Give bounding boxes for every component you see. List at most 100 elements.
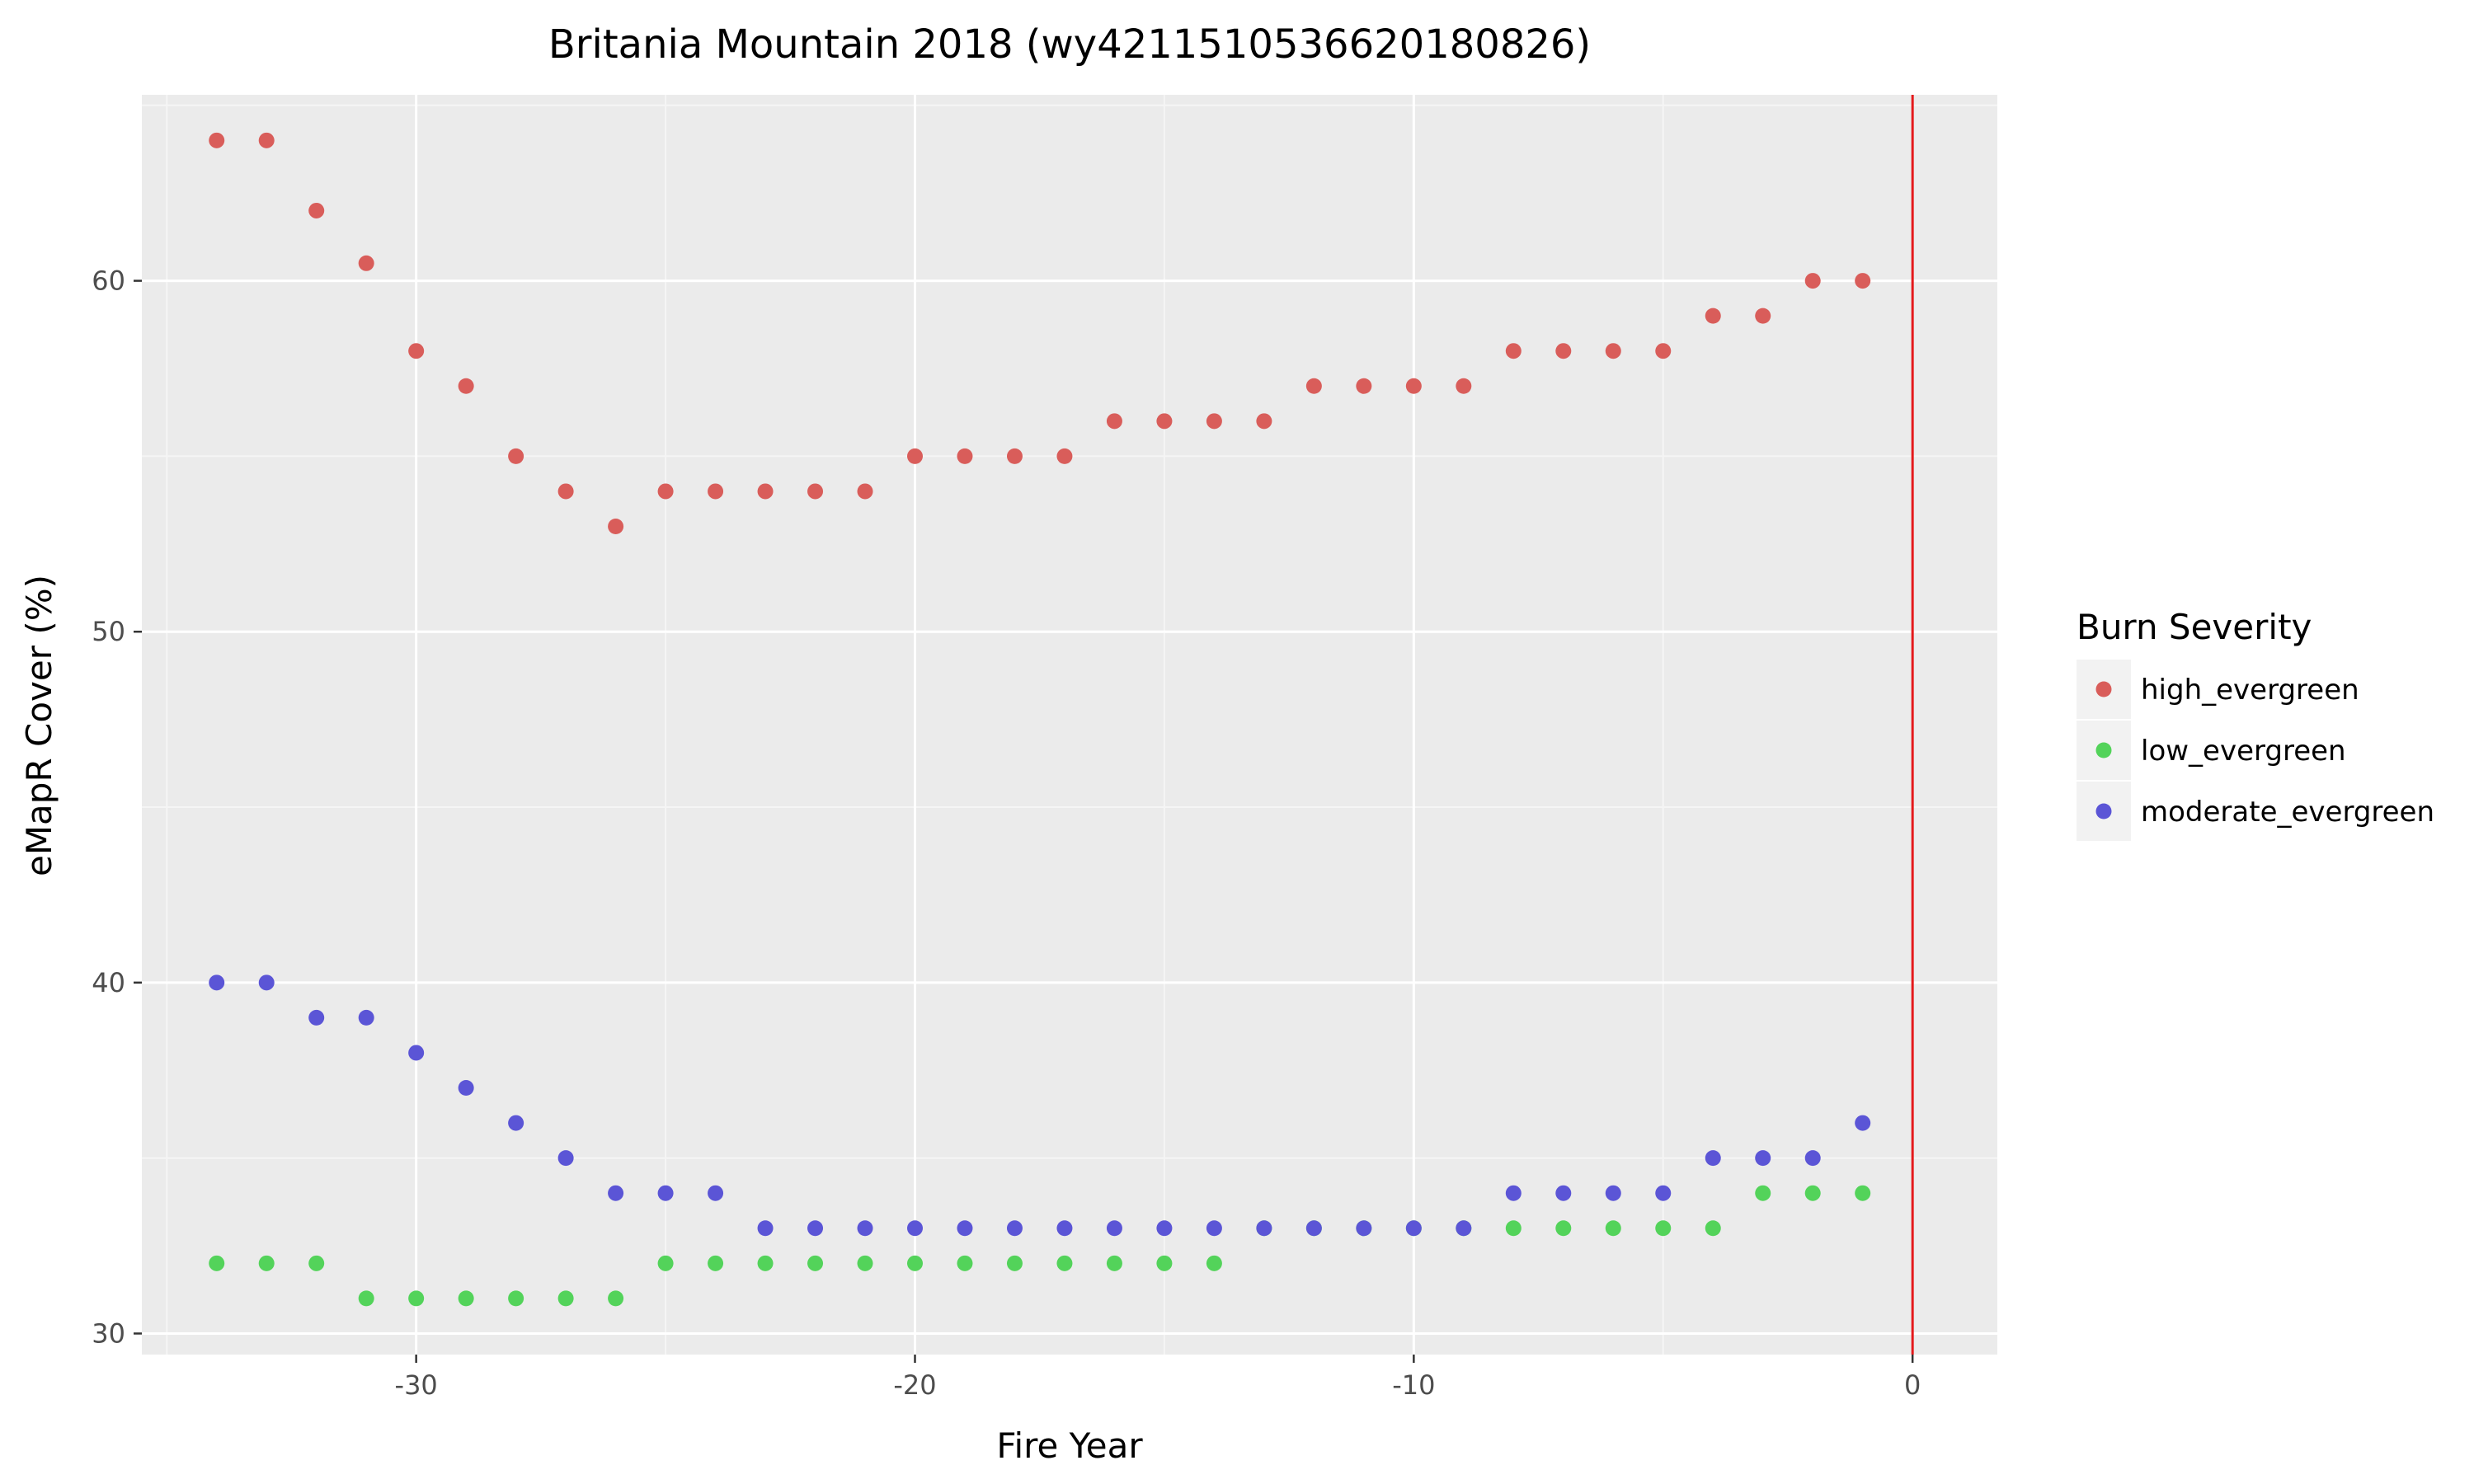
data-point <box>957 1220 973 1237</box>
data-point <box>1755 1185 1771 1201</box>
data-point <box>358 1290 374 1307</box>
data-point <box>508 1115 524 1131</box>
data-point <box>1356 1220 1372 1237</box>
data-point <box>1555 1220 1572 1237</box>
data-point <box>1206 1220 1222 1237</box>
legend-key-marker <box>2095 803 2112 819</box>
legend-item-moderate_evergreen: moderate_evergreen <box>2077 782 2434 841</box>
data-point <box>857 483 873 500</box>
data-point <box>1505 343 1522 359</box>
y-axis-title: eMapR Cover (%) <box>19 575 59 876</box>
data-point <box>358 255 374 271</box>
data-point <box>1006 448 1023 464</box>
x-tick-label: 0 <box>1904 1369 1921 1401</box>
data-point <box>857 1220 873 1237</box>
data-point <box>458 1080 474 1097</box>
chart-title: Britania Mountain 2018 (wy42115105366201… <box>548 21 1591 68</box>
y-axis: 30 40 50 60 <box>92 265 142 1349</box>
data-point <box>1006 1220 1023 1237</box>
x-axis: -30 -20 -10 0 <box>395 1355 1921 1401</box>
data-point <box>1106 1255 1122 1271</box>
data-point <box>258 974 275 991</box>
data-point <box>1755 1150 1771 1167</box>
data-point <box>1755 308 1771 324</box>
data-point <box>657 483 674 500</box>
data-point <box>907 1220 923 1237</box>
data-point <box>1305 378 1322 394</box>
data-point <box>258 132 275 148</box>
data-point <box>907 1255 923 1271</box>
data-point <box>1705 1150 1721 1167</box>
legend-key-marker <box>2095 742 2112 758</box>
data-point <box>209 1255 225 1271</box>
data-point <box>807 483 824 500</box>
data-point <box>1405 378 1422 394</box>
data-point <box>557 1290 574 1307</box>
data-point <box>1855 273 1871 289</box>
y-tick-label: 50 <box>92 616 125 647</box>
data-point <box>458 378 474 394</box>
data-point <box>807 1255 824 1271</box>
x-tick-label: -10 <box>1392 1369 1435 1401</box>
data-point <box>408 1045 425 1061</box>
data-point <box>408 343 425 359</box>
data-point <box>1106 413 1122 430</box>
data-point <box>1106 1220 1122 1237</box>
legend-label: low_evergreen <box>2141 735 2346 768</box>
data-point <box>1156 1220 1173 1237</box>
data-point <box>209 974 225 991</box>
data-point <box>608 519 624 535</box>
data-points <box>209 132 1871 1307</box>
series-low_evergreen <box>209 1185 1871 1307</box>
data-point <box>1456 378 1472 394</box>
data-point <box>1056 448 1073 464</box>
data-point <box>957 1255 973 1271</box>
data-point <box>708 1185 724 1201</box>
data-point <box>708 483 724 500</box>
legend-item-high_evergreen: high_evergreen <box>2077 660 2359 719</box>
data-point <box>1555 343 1572 359</box>
legend-label: high_evergreen <box>2141 674 2359 707</box>
data-point <box>1056 1255 1073 1271</box>
data-point <box>1356 378 1372 394</box>
data-point <box>1305 1220 1322 1237</box>
data-point <box>358 1009 374 1026</box>
data-point <box>1605 1220 1621 1237</box>
data-point <box>308 202 325 218</box>
legend-title: Burn Severity <box>2077 607 2312 647</box>
data-point <box>1505 1220 1522 1237</box>
data-point <box>907 448 923 464</box>
data-point <box>458 1290 474 1307</box>
y-tick-label: 30 <box>92 1317 125 1349</box>
data-point <box>557 1150 574 1167</box>
data-point <box>608 1185 624 1201</box>
legend: Burn Severity high_evergreen low_evergree… <box>2077 607 2434 841</box>
data-point <box>1655 343 1672 359</box>
plot-panel <box>142 95 1997 1355</box>
data-point <box>708 1255 724 1271</box>
data-point <box>1006 1255 1023 1271</box>
data-point <box>1655 1185 1672 1201</box>
data-point <box>1156 413 1173 430</box>
data-point <box>1456 1220 1472 1237</box>
data-point <box>1855 1185 1871 1201</box>
data-point <box>1605 343 1621 359</box>
data-point <box>807 1220 824 1237</box>
data-point <box>657 1185 674 1201</box>
data-point <box>1655 1220 1672 1237</box>
legend-items: high_evergreen low_evergreen moderate_ever… <box>2077 660 2434 841</box>
data-point <box>1256 413 1272 430</box>
data-point <box>1156 1255 1173 1271</box>
data-point <box>1206 413 1222 430</box>
series-high_evergreen <box>209 132 1871 535</box>
legend-key-marker <box>2095 681 2112 697</box>
data-point <box>1405 1220 1422 1237</box>
data-point <box>657 1255 674 1271</box>
data-point <box>957 448 973 464</box>
data-point <box>1056 1220 1073 1237</box>
data-point <box>608 1290 624 1307</box>
data-point <box>1605 1185 1621 1201</box>
data-point <box>308 1009 325 1026</box>
legend-item-low_evergreen: low_evergreen <box>2077 721 2346 780</box>
